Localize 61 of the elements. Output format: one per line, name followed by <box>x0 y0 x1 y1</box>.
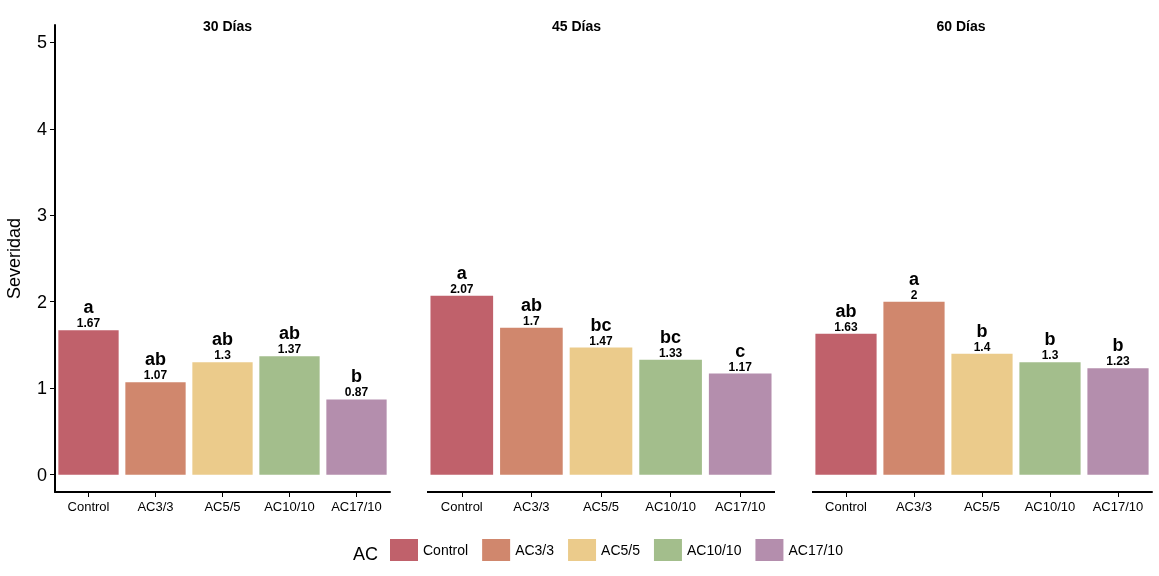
y-tick-label: 0 <box>36 464 47 485</box>
x-tick-label: AC10/10 <box>645 499 696 514</box>
annotation: b <box>1112 335 1124 356</box>
data-label: 0.87 <box>344 385 369 400</box>
x-tick-label: AC5/5 <box>963 499 1001 514</box>
legend-label: AC5/5 <box>601 542 641 558</box>
data-label: 1.7 <box>523 313 541 328</box>
annotation: ab <box>520 294 542 315</box>
annotation: b <box>976 320 988 341</box>
legend-title: AC <box>353 544 379 564</box>
annotation: b <box>1044 329 1056 350</box>
data-label: 1.07 <box>143 368 168 383</box>
annotation: ab <box>278 323 301 344</box>
y-tick-label: 2 <box>36 291 47 312</box>
x-tick-label: AC3/3 <box>895 499 933 514</box>
x-tick-label: AC3/3 <box>137 499 174 514</box>
data-label: 1.37 <box>277 342 302 357</box>
x-tick-label: AC3/3 <box>513 499 550 514</box>
annotation: a <box>908 268 920 289</box>
data-label: 1.17 <box>728 359 753 374</box>
x-tick-label: AC17/10 <box>331 499 382 514</box>
annotation: ab <box>211 329 234 350</box>
legend-label: AC3/3 <box>515 542 555 558</box>
x-tick-label: AC17/10 <box>714 499 766 514</box>
y-axis-title: Severidad <box>4 217 24 300</box>
annotation: ab <box>835 300 857 321</box>
data-label: 2 <box>910 287 918 302</box>
data-label: 1.47 <box>589 333 613 348</box>
x-tick-label: Control <box>440 499 483 514</box>
data-label: 1.4 <box>973 339 991 354</box>
chart-title: 60 Días <box>936 18 986 34</box>
annotation: a <box>456 262 468 283</box>
legend-label: AC10/10 <box>686 542 742 558</box>
y-tick-label: 1 <box>36 378 47 399</box>
data-label: 1.63 <box>834 319 858 334</box>
x-tick-label: Control <box>67 499 110 514</box>
data-label: 1.23 <box>1106 354 1130 369</box>
x-tick-label: Control <box>825 499 868 514</box>
data-label: 2.07 <box>450 281 474 296</box>
annotation: a <box>83 297 95 318</box>
y-tick-label: 3 <box>36 205 47 226</box>
annotation: b <box>351 366 362 387</box>
data-label: 1.33 <box>658 345 683 360</box>
annotation: ab <box>144 349 167 370</box>
chart-title: 30 Días <box>202 18 253 34</box>
data-label: 1.67 <box>76 316 101 331</box>
x-tick-label: AC10/10 <box>264 499 315 514</box>
x-tick-label: AC17/10 <box>1092 499 1144 514</box>
y-tick-label: 5 <box>36 32 47 53</box>
annotation: c <box>735 340 746 361</box>
data-label: 1.3 <box>1041 348 1059 363</box>
x-tick-label: AC5/5 <box>582 499 620 514</box>
x-tick-label: AC10/10 <box>1024 499 1076 514</box>
legend-label: Control <box>423 542 469 558</box>
x-tick-label: AC5/5 <box>204 499 241 514</box>
annotation: bc <box>660 326 682 347</box>
legend-label: AC17/10 <box>788 542 844 558</box>
data-label: 1.3 <box>214 348 232 363</box>
chart-title: 45 Días <box>551 18 602 34</box>
y-tick-label: 4 <box>36 118 47 139</box>
annotation: bc <box>590 314 612 335</box>
